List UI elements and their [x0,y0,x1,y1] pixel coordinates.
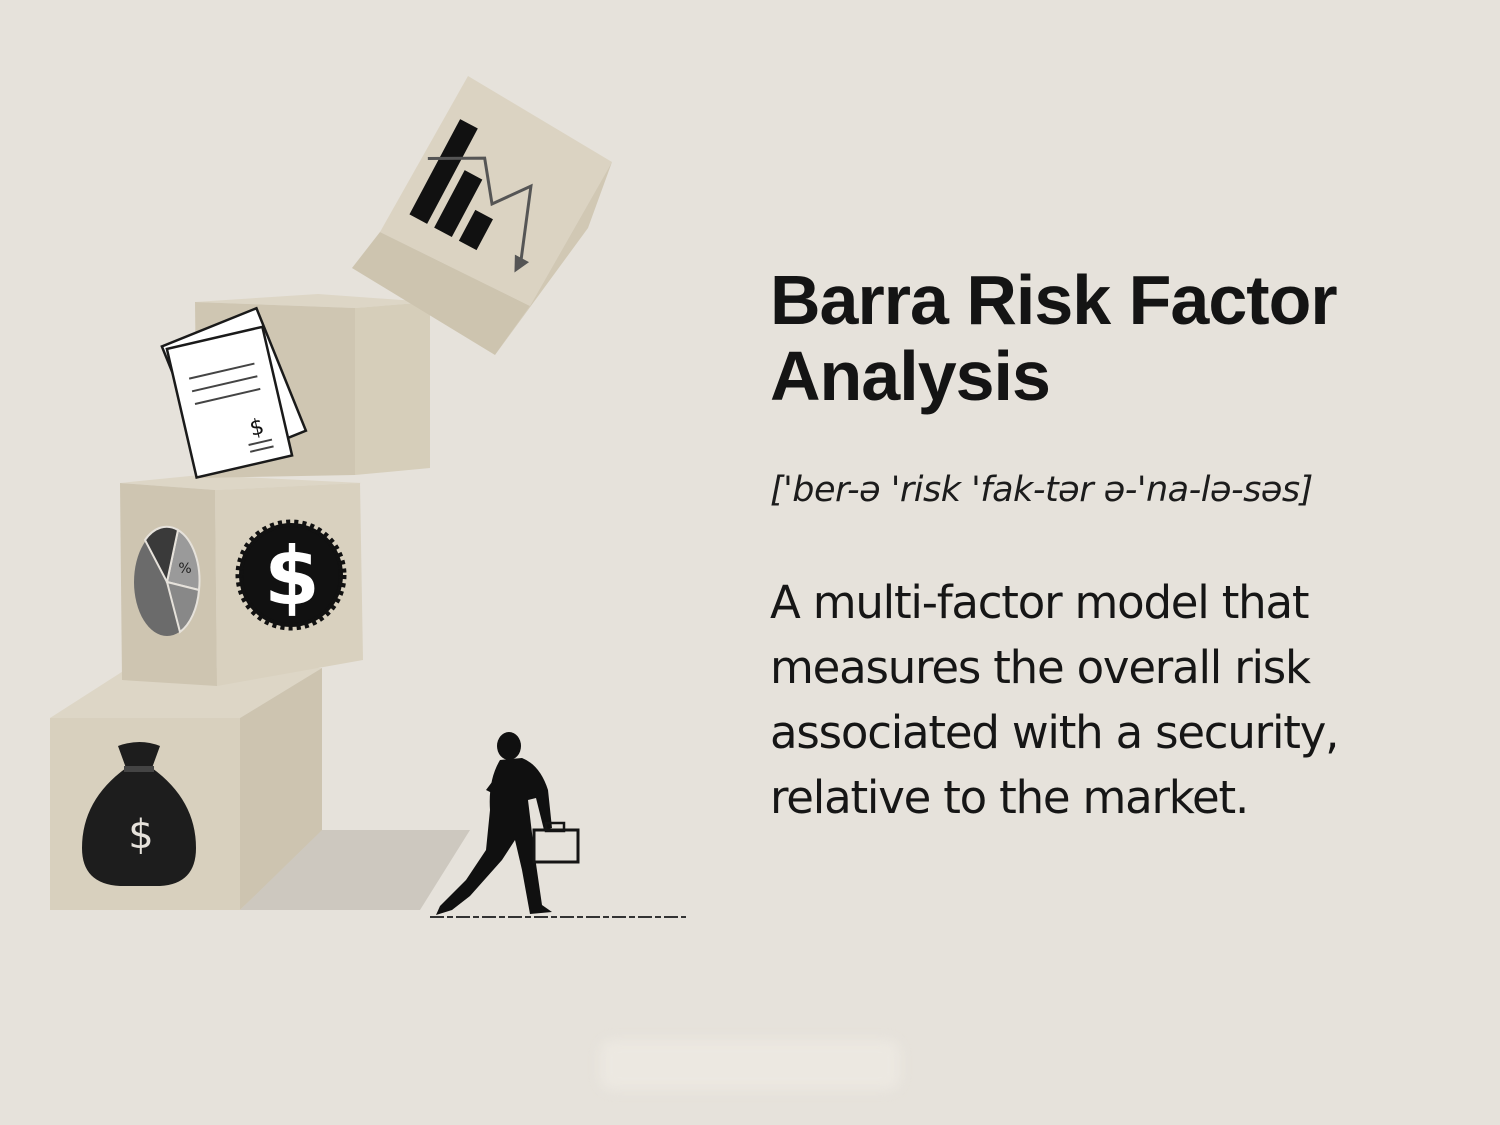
pie-label: % [178,561,191,577]
documents-icon: $ [160,306,308,480]
stacked-boxes-illustration: $ % $ $ [50,76,686,918]
money-bag-symbol: $ [128,812,153,858]
document-symbol: $ [247,414,266,442]
top-box [352,76,612,355]
money-bag-icon: $ [82,742,196,886]
box-shadow [240,830,470,910]
term-title: Barra Risk Factor Analysis [770,261,1338,415]
pie-chart-icon: % [134,525,201,636]
bottom-smudge [600,1040,900,1090]
businesswoman-figure [436,732,552,915]
briefcase-icon [532,821,580,864]
pronunciation: ['ber-ə 'risk 'fak-tər ə-'na-lə-səs] [770,470,1313,510]
bar-chart-down-icon [409,119,533,273]
definition-panel: Barra Risk Factor Analysis ['ber-ə 'risk… [770,262,1460,830]
gear-symbol: $ [264,530,320,623]
dollar-gear-icon: $ [235,519,347,631]
definition-text: A multi-factor model that measures the o… [770,576,1339,824]
